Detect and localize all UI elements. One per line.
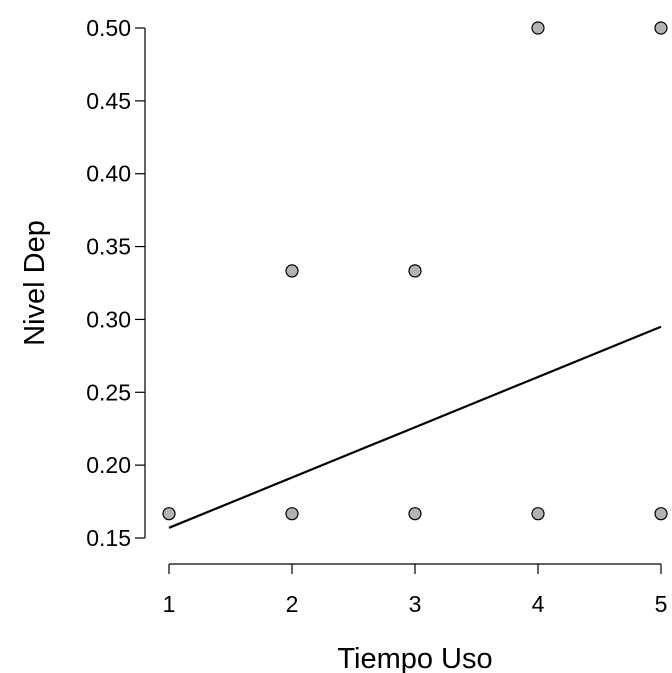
x-axis-title: Tiempo Uso	[337, 643, 492, 673]
y-axis: 0.15 0.20 0.25 0.30 0.35 0.40 0.45 0.50	[86, 15, 146, 551]
points-layer	[162, 21, 668, 521]
x-tick-label: 2	[286, 591, 299, 617]
y-tick-label: 0.35	[86, 234, 131, 260]
data-point	[531, 507, 545, 521]
data-point	[408, 264, 422, 278]
y-tick-label: 0.45	[86, 88, 131, 114]
y-tick-label: 0.20	[86, 452, 131, 478]
x-tick-label: 1	[163, 591, 176, 617]
data-point	[654, 21, 668, 35]
data-point	[408, 507, 422, 521]
regression-line	[168, 325, 662, 529]
y-tick-label: 0.40	[86, 161, 131, 187]
y-tick-label: 0.50	[86, 15, 131, 41]
y-axis-title: Nivel Dep	[19, 220, 51, 346]
regression-line-layer	[168, 325, 662, 529]
x-tick-label: 3	[409, 591, 422, 617]
x-axis: 1 2 3 4 5	[163, 563, 668, 617]
data-point	[162, 507, 176, 521]
data-point	[285, 507, 299, 521]
y-tick-label: 0.30	[86, 306, 131, 332]
data-point	[531, 21, 545, 35]
y-tick-label: 0.25	[86, 379, 131, 405]
x-tick-label: 4	[532, 591, 545, 617]
x-tick-label: 5	[655, 591, 668, 617]
y-tick-label: 0.15	[86, 525, 131, 551]
data-point	[654, 507, 668, 521]
data-point	[285, 264, 299, 278]
